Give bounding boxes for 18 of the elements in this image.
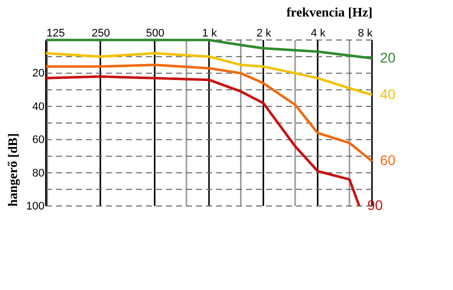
y-axis-title: hangerő [dB] — [5, 133, 20, 206]
x-axis-title: frekvencia [Hz] — [286, 4, 372, 20]
y-tick-label: 100 — [26, 200, 44, 212]
x-tick-label: 8 k — [358, 28, 373, 40]
x-tick-label: 1 k — [202, 28, 218, 40]
series-label: 60 — [380, 152, 396, 168]
x-tick-label: 250 — [92, 28, 110, 40]
series-label: 40 — [380, 86, 396, 102]
x-tick-label: 500 — [146, 28, 164, 40]
y-tick-label: 80 — [32, 167, 44, 180]
x-tick-label: 125 — [46, 28, 65, 40]
x-tick-label: 2 k — [256, 28, 272, 40]
series-label: 20 — [380, 49, 396, 66]
y-tick-label: 40 — [32, 100, 44, 113]
x-tick-label: 4 k — [310, 28, 326, 40]
y-tick-label: 20 — [32, 68, 44, 80]
series-label: 90 — [367, 197, 384, 213]
y-tick-label: 60 — [32, 134, 44, 146]
